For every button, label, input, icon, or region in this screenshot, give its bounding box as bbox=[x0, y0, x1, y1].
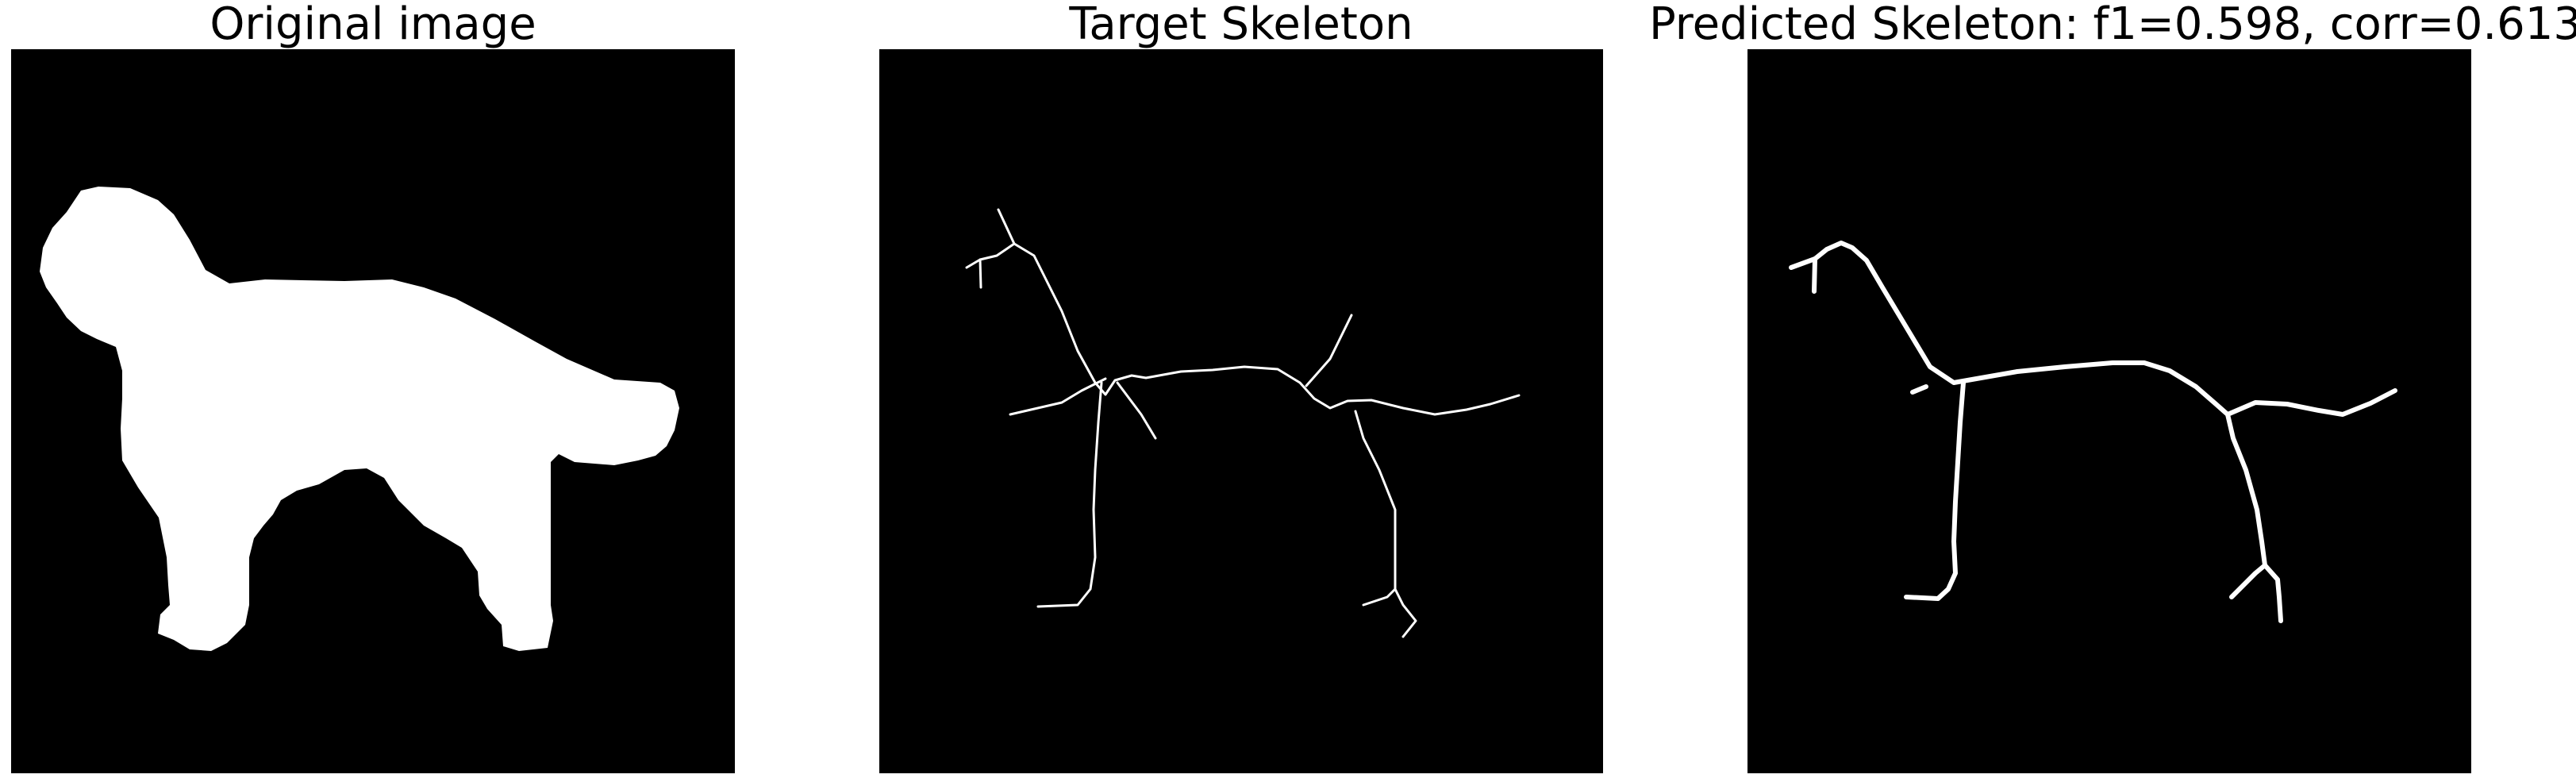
predicted-hind-foot bbox=[2263, 563, 2283, 623]
predicted-spine bbox=[1789, 241, 2397, 417]
panel-title-target: Target Skeleton bbox=[1069, 0, 1413, 50]
skeleton-ear bbox=[978, 258, 982, 289]
skeleton-hind-leg bbox=[1354, 410, 1417, 638]
panel-title-predicted: Predicted Skeleton: f1=0.598, corr=0.613 bbox=[1649, 0, 2576, 50]
skeleton-hind-foot bbox=[1362, 587, 1397, 607]
dog-silhouette bbox=[40, 187, 679, 651]
predicted-fragment bbox=[1910, 384, 1928, 395]
panel-title-original: Original image bbox=[210, 0, 536, 50]
skeleton-neck-branch bbox=[1009, 377, 1107, 416]
predicted-hind-leg bbox=[2225, 412, 2267, 599]
predicted-skeleton-image bbox=[1789, 241, 2397, 623]
predicted-skeleton-frame bbox=[1747, 49, 2471, 773]
original-image-frame bbox=[11, 49, 735, 773]
predicted-front-leg bbox=[1904, 380, 1966, 601]
skeleton-head-branch bbox=[997, 208, 1016, 245]
skeleton-spine bbox=[965, 242, 1521, 416]
skeleton-front-leg-branch bbox=[1116, 381, 1157, 440]
dog-silhouette-image bbox=[40, 187, 679, 651]
predicted-ear bbox=[1812, 256, 1817, 294]
target-skeleton-frame bbox=[879, 49, 1603, 773]
skeleton-back-branch bbox=[1305, 314, 1353, 387]
target-skeleton-image bbox=[965, 208, 1521, 638]
skeleton-front-leg bbox=[1036, 381, 1103, 608]
